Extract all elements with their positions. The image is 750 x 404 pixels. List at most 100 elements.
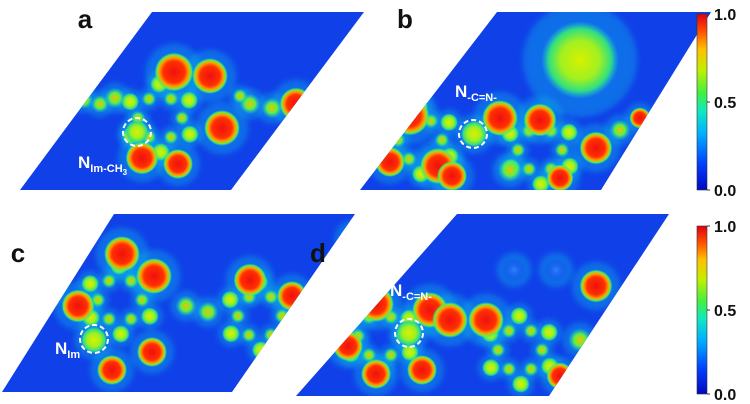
density-peak	[180, 125, 199, 144]
colorbar-tick-label: 0.0	[714, 183, 736, 200]
density-peak	[501, 361, 517, 377]
density-peak	[104, 87, 126, 109]
density-peak	[437, 161, 467, 190]
density-peak	[230, 308, 246, 324]
density-peak	[546, 362, 574, 390]
density-peak	[432, 302, 468, 338]
density-peak	[180, 91, 199, 110]
density-peak	[154, 52, 194, 92]
density-peak	[534, 342, 550, 358]
panel-b: b N-C=N-	[360, 4, 711, 190]
density-peak	[609, 119, 631, 141]
density-peak	[136, 258, 172, 294]
density-peak	[277, 281, 307, 311]
density-peak	[163, 91, 179, 107]
density-peak	[629, 107, 651, 129]
density-peak	[163, 149, 193, 179]
density-peak	[579, 269, 613, 303]
density-peak	[544, 258, 568, 282]
density-peak	[261, 97, 283, 119]
density-peak	[97, 355, 127, 385]
density-peak	[197, 301, 219, 323]
density-peak	[263, 289, 279, 305]
density-peak	[481, 358, 500, 377]
density-peak	[101, 273, 117, 289]
density-peak	[434, 132, 450, 148]
density-peak	[75, 91, 93, 109]
density-peak	[221, 324, 240, 343]
density-peak	[579, 131, 613, 165]
density-peak	[358, 286, 394, 322]
density-peak	[501, 323, 517, 339]
highlight-circle	[122, 117, 152, 147]
density-peak	[361, 347, 377, 363]
colorbar-tick-label: 0.5	[714, 95, 736, 112]
density-peak	[568, 328, 592, 352]
density-peak	[482, 100, 518, 136]
density-peak	[523, 361, 539, 377]
density-peak	[319, 309, 341, 331]
density-peak	[221, 290, 240, 309]
density-peak	[546, 164, 574, 190]
colorbars: 1.0 0.5 0.0 1.0 0.5 0.0	[696, 7, 736, 404]
density-peak	[280, 323, 299, 342]
density-peak	[39, 279, 61, 301]
panel-letter: a	[78, 4, 93, 34]
colorbar-tick-label: 1.0	[714, 7, 736, 24]
density-peak	[407, 355, 437, 385]
density-peak	[29, 95, 47, 113]
density-peak	[123, 311, 139, 327]
density-peak	[121, 92, 140, 111]
density-peak	[395, 319, 423, 347]
density-peak	[523, 103, 557, 137]
density-peak	[251, 340, 270, 359]
density-peak	[241, 327, 257, 343]
density-peak	[263, 327, 279, 343]
density-peak	[51, 91, 69, 109]
density-peak	[123, 273, 139, 289]
density-peak	[274, 308, 290, 324]
density-peak	[101, 311, 117, 327]
density-peak	[390, 132, 406, 148]
density-peak	[340, 226, 355, 250]
density-peak	[490, 342, 506, 358]
density-peak	[140, 307, 159, 326]
density-peak	[502, 258, 526, 282]
atom-label: NIm	[55, 339, 80, 361]
atom-label: N-C=N-	[455, 82, 497, 104]
density-peak	[341, 310, 360, 329]
density-peak	[61, 289, 95, 323]
colorbar-2: 1.0 0.5 0.0	[696, 219, 736, 404]
panel-a: a NIm-CH3	[20, 4, 364, 190]
density-peak	[390, 96, 430, 136]
density-peak	[125, 141, 159, 175]
density-peak	[460, 120, 488, 148]
density-peak	[375, 147, 405, 177]
panels: a NIm-CH3 b N-C=N-c NIm d N-C=N-	[2, 4, 711, 396]
density-peak	[468, 302, 504, 338]
density-peak	[510, 307, 529, 326]
density-peak	[400, 343, 419, 362]
density-peak	[554, 142, 570, 158]
colorbar-gradient	[696, 13, 708, 191]
density-peak	[381, 114, 400, 133]
density-peak	[279, 87, 313, 121]
density-blobs-d	[314, 252, 621, 396]
panel-letter: b	[397, 4, 413, 34]
density-peak	[498, 158, 522, 182]
density-peak	[510, 142, 526, 158]
density-peak	[125, 120, 149, 144]
highlight-circle	[394, 318, 424, 348]
density-peak	[560, 123, 579, 142]
panel-letter: c	[11, 238, 25, 268]
density-peak	[521, 161, 537, 177]
density-peak	[141, 91, 157, 107]
density-peak	[440, 113, 459, 132]
colorbar-tick-label: 0.5	[714, 303, 736, 320]
density-peak	[523, 323, 539, 339]
density-peak	[111, 324, 130, 343]
density-peak	[309, 97, 339, 127]
density-peak	[134, 292, 150, 308]
density-peak	[163, 129, 179, 145]
